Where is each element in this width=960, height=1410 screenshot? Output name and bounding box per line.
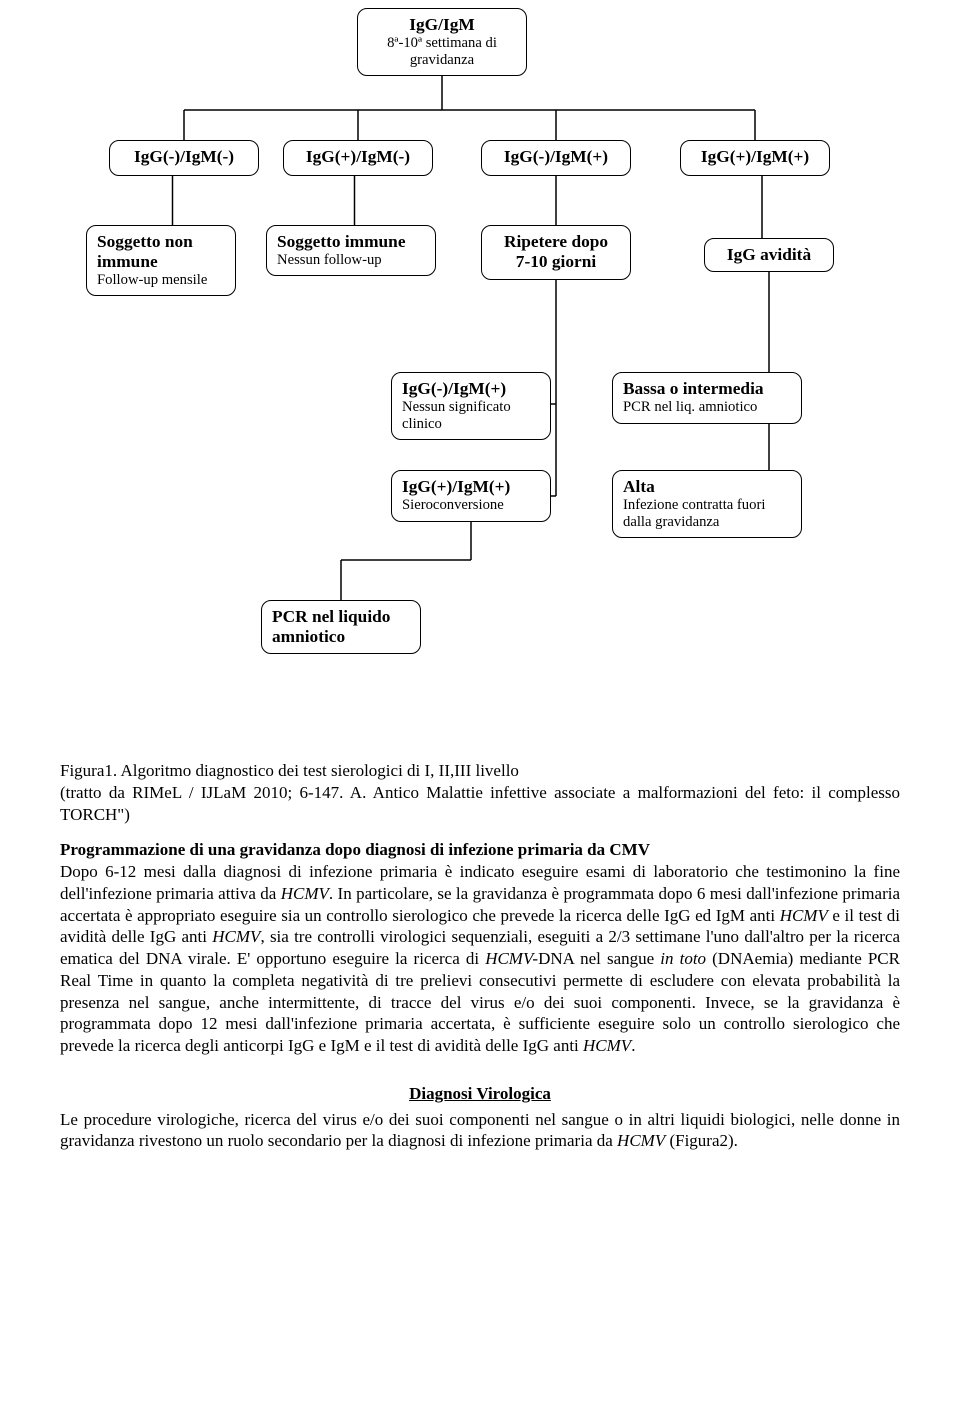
node-bold: Ripetere dopo — [492, 232, 620, 252]
node-bold: IgG(+)/IgM(-) — [294, 147, 422, 167]
node-sub: Infezione contratta fuori dalla gravidan… — [623, 497, 791, 531]
node-sub: Follow-up mensile — [97, 272, 225, 289]
node-bold: IgG(+)/IgM(+) — [691, 147, 819, 167]
node-bold: IgG(-)/IgM(-) — [120, 147, 248, 167]
hcmv-3: HCMV — [212, 927, 260, 946]
node-sub: Nessun follow-up — [277, 252, 425, 269]
section2-paragraph: Le procedure virologiche, ricerca del vi… — [60, 1109, 900, 1153]
hcmv-2: HCMV — [780, 906, 828, 925]
section1-text-6: . — [631, 1036, 635, 1055]
node-b4: IgG(+)/IgM(+) — [680, 140, 830, 176]
node-sub: 8ª-10ª settimana di gravidanza — [368, 35, 516, 69]
section1-title: Programmazione di una gravidanza dopo di… — [60, 840, 650, 859]
node-sub: PCR nel liq. amniotico — [623, 399, 791, 416]
hcmv-4: HCMV — [583, 1036, 631, 1055]
node-e: PCR nel liquido amniotico — [261, 600, 421, 654]
node-bold: IgG(-)/IgM(+) — [402, 379, 540, 399]
node-c3: Ripetere dopo7-10 giorni — [481, 225, 631, 280]
section1-paragraph: Programmazione di una gravidanza dopo di… — [60, 839, 900, 1057]
section1-text-5a: DNA nel sangue — [538, 949, 660, 968]
node-d3a: IgG(-)/IgM(+)Nessun significato clinico — [391, 372, 551, 440]
node-d3b: IgG(+)/IgM(+)Sieroconversione — [391, 470, 551, 522]
body-text: Figura1. Algoritmo diagnostico dei test … — [0, 760, 960, 1206]
node-bold: IgG(+)/IgM(+) — [402, 477, 540, 497]
node-bold: Bassa o intermedia — [623, 379, 791, 399]
intoto: in toto — [660, 949, 706, 968]
caption-line2: (tratto da RIMeL / IJLaM 2010; 6-147. A.… — [60, 783, 900, 824]
node-root: IgG/IgM8ª-10ª settimana di gravidanza — [357, 8, 527, 76]
caption-line1: Figura1. Algoritmo diagnostico dei test … — [60, 761, 519, 780]
node-b3: IgG(-)/IgM(+) — [481, 140, 631, 176]
node-d4a: Bassa o intermediaPCR nel liq. amniotico — [612, 372, 802, 424]
hcmv-1: HCMV — [281, 884, 329, 903]
node-c1: Soggetto non immuneFollow-up mensile — [86, 225, 236, 296]
hcmv-5: HCMV — [617, 1131, 665, 1150]
node-bold: IgG(-)/IgM(+) — [492, 147, 620, 167]
node-sub: 7-10 giorni — [492, 252, 620, 272]
section2-text-1: Le procedure virologiche, ricerca del vi… — [60, 1110, 900, 1151]
flowchart: IgG/IgM8ª-10ª settimana di gravidanzaIgG… — [0, 0, 960, 760]
node-bold: Soggetto immune — [277, 232, 425, 252]
node-sub: Sieroconversione — [402, 497, 540, 514]
node-bold: Alta — [623, 477, 791, 497]
node-c2: Soggetto immuneNessun follow-up — [266, 225, 436, 276]
node-c4: IgG avidità — [704, 238, 834, 272]
section2-title: Diagnosi Virologica — [60, 1083, 900, 1105]
section2-text-2: (Figura2). — [665, 1131, 738, 1150]
node-b2: IgG(+)/IgM(-) — [283, 140, 433, 176]
node-bold: PCR nel liquido amniotico — [272, 607, 410, 647]
node-bold: Soggetto non immune — [97, 232, 225, 272]
node-sub: Nessun significato clinico — [402, 399, 540, 433]
node-b1: IgG(-)/IgM(-) — [109, 140, 259, 176]
node-d4b: AltaInfezione contratta fuori dalla grav… — [612, 470, 802, 538]
hcmv-dna: HCMV- — [485, 949, 538, 968]
node-bold: IgG/IgM — [368, 15, 516, 35]
figure-caption: Figura1. Algoritmo diagnostico dei test … — [60, 760, 900, 825]
node-bold: IgG avidità — [715, 245, 823, 265]
